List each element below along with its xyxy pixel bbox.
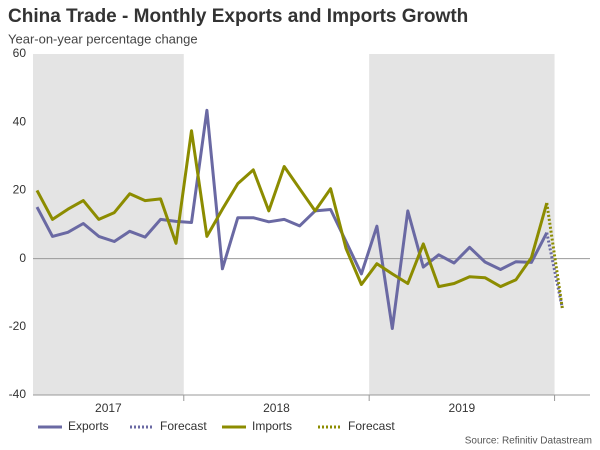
legend-label: Forecast bbox=[348, 419, 395, 433]
y-tick-label: 60 bbox=[13, 46, 27, 60]
y-tick-label: -20 bbox=[9, 319, 27, 333]
chart-subtitle: Year-on-year percentage change bbox=[8, 31, 198, 46]
legend-label: Exports bbox=[68, 419, 109, 433]
shaded-band bbox=[369, 54, 555, 395]
x-tick-label: 2017 bbox=[95, 401, 122, 415]
legend-label: Forecast bbox=[160, 419, 207, 433]
legend-label: Imports bbox=[252, 419, 292, 433]
series-line bbox=[545, 202, 564, 309]
source: Source: Refinitiv Datastream bbox=[465, 436, 592, 447]
x-tick-label: 2019 bbox=[449, 401, 476, 415]
x-tick-label: 2018 bbox=[263, 401, 290, 415]
y-tick-label: 40 bbox=[13, 114, 27, 128]
chart-title: China Trade - Monthly Exports and Import… bbox=[8, 6, 468, 27]
y-tick-label: -40 bbox=[9, 387, 27, 401]
y-tick-label: 0 bbox=[19, 251, 26, 265]
series-line bbox=[35, 108, 549, 330]
series-line bbox=[35, 129, 549, 289]
y-tick-label: 20 bbox=[13, 183, 27, 197]
shaded-band bbox=[33, 54, 184, 395]
